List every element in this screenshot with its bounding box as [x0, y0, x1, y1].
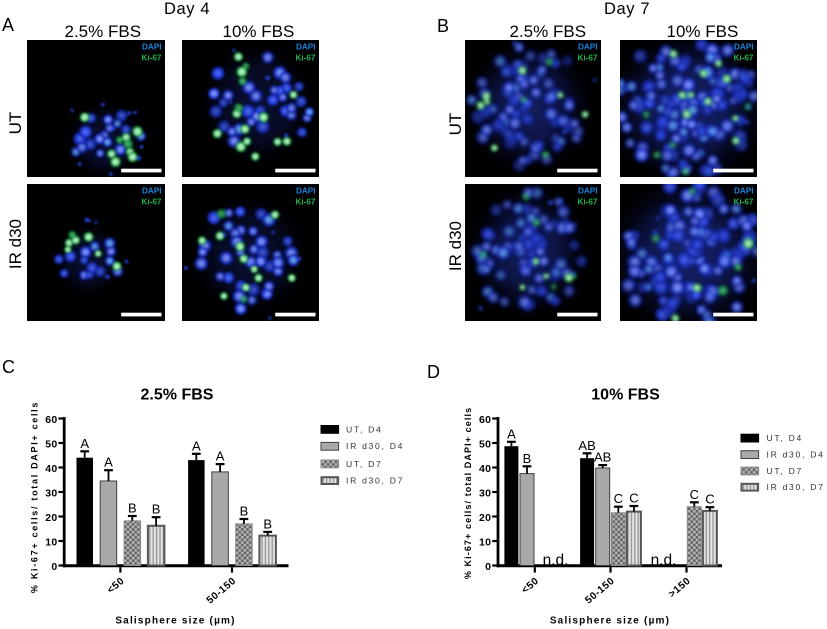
- svg-text:Ki-67: Ki-67: [577, 198, 597, 207]
- svg-text:60: 60: [45, 414, 57, 426]
- svg-text:B: B: [523, 451, 532, 466]
- svg-text:n.d.: n.d.: [543, 552, 569, 569]
- svg-text:UT, D4: UT, D4: [346, 424, 382, 434]
- svg-text:10% FBS: 10% FBS: [591, 387, 660, 404]
- svg-text:Salisphere size (µm): Salisphere size (µm): [115, 616, 235, 627]
- svg-text:Ki-67: Ki-67: [733, 54, 753, 63]
- svg-text:DAPI: DAPI: [296, 186, 316, 195]
- svg-text:0: 0: [485, 561, 491, 573]
- svg-text:A: A: [192, 438, 201, 453]
- svg-text:A: A: [216, 449, 225, 464]
- svg-text:UT, D7: UT, D7: [346, 459, 382, 469]
- svg-text:40: 40: [45, 463, 57, 475]
- svg-text:50: 50: [479, 439, 491, 451]
- svg-text:B: B: [240, 504, 249, 519]
- svg-text:DAPI: DAPI: [578, 186, 598, 195]
- svg-text:DAPI: DAPI: [142, 186, 162, 195]
- svg-text:40: 40: [479, 463, 491, 475]
- svg-text:Salisphere size (µm): Salisphere size (µm): [550, 616, 670, 627]
- svg-text:DAPI: DAPI: [578, 42, 598, 51]
- svg-text:Ki-67: Ki-67: [577, 54, 597, 63]
- svg-text:50-150: 50-150: [583, 576, 617, 607]
- svg-text:<50: <50: [520, 576, 541, 596]
- svg-text:DAPI: DAPI: [142, 42, 162, 51]
- svg-text:60: 60: [479, 414, 491, 426]
- svg-text:Ki-67: Ki-67: [141, 198, 161, 207]
- svg-text:C: C: [629, 491, 638, 506]
- svg-text:2.5% FBS: 2.5% FBS: [141, 387, 214, 404]
- svg-text:30: 30: [479, 488, 491, 500]
- svg-text:DAPI: DAPI: [296, 42, 316, 51]
- svg-text:B: B: [128, 501, 137, 516]
- svg-text:UT, D4: UT, D4: [767, 433, 803, 443]
- svg-text:Ki-67: Ki-67: [295, 54, 315, 63]
- svg-text:A: A: [507, 426, 516, 441]
- svg-text:C: C: [690, 487, 699, 502]
- svg-text:Ki-67: Ki-67: [733, 198, 753, 207]
- svg-text:Ki-67: Ki-67: [295, 198, 315, 207]
- svg-text:DAPI: DAPI: [734, 186, 754, 195]
- svg-text:DAPI: DAPI: [734, 42, 754, 51]
- svg-text:0: 0: [51, 561, 57, 573]
- svg-text:<50: <50: [105, 576, 126, 596]
- svg-text:AB: AB: [594, 450, 611, 465]
- svg-text:IR d30, D7: IR d30, D7: [767, 482, 825, 492]
- svg-text:A: A: [104, 455, 113, 470]
- svg-text:C: C: [705, 492, 714, 507]
- svg-text:30: 30: [45, 488, 57, 500]
- svg-text:IR d30, D4: IR d30, D4: [767, 450, 825, 460]
- svg-text:% Ki-67+ cells/ total DAPI+ ce: % Ki-67+ cells/ total DAPI+ cells: [463, 407, 473, 579]
- svg-text:20: 20: [479, 512, 491, 524]
- svg-text:IR d30, D7: IR d30, D7: [346, 476, 404, 486]
- svg-text:UT, D7: UT, D7: [767, 466, 803, 476]
- svg-text:Ki-67: Ki-67: [141, 54, 161, 63]
- svg-text:C: C: [614, 491, 623, 506]
- svg-text:10: 10: [479, 537, 491, 549]
- svg-text:20: 20: [45, 512, 57, 524]
- svg-text:IR d30, D4: IR d30, D4: [346, 441, 404, 451]
- svg-text:B: B: [263, 516, 272, 531]
- svg-text:>150: >150: [667, 576, 693, 600]
- svg-text:n.d.: n.d.: [651, 552, 677, 569]
- svg-text:B: B: [152, 502, 161, 517]
- svg-text:% Ki-67+ cells/ total DAPI+ ce: % Ki-67+ cells/ total DAPI+ cells: [30, 401, 40, 593]
- svg-text:10: 10: [45, 537, 57, 549]
- svg-text:AB: AB: [578, 438, 595, 453]
- svg-text:A: A: [80, 436, 89, 451]
- svg-text:50: 50: [45, 439, 57, 451]
- svg-text:50-150: 50-150: [205, 576, 239, 607]
